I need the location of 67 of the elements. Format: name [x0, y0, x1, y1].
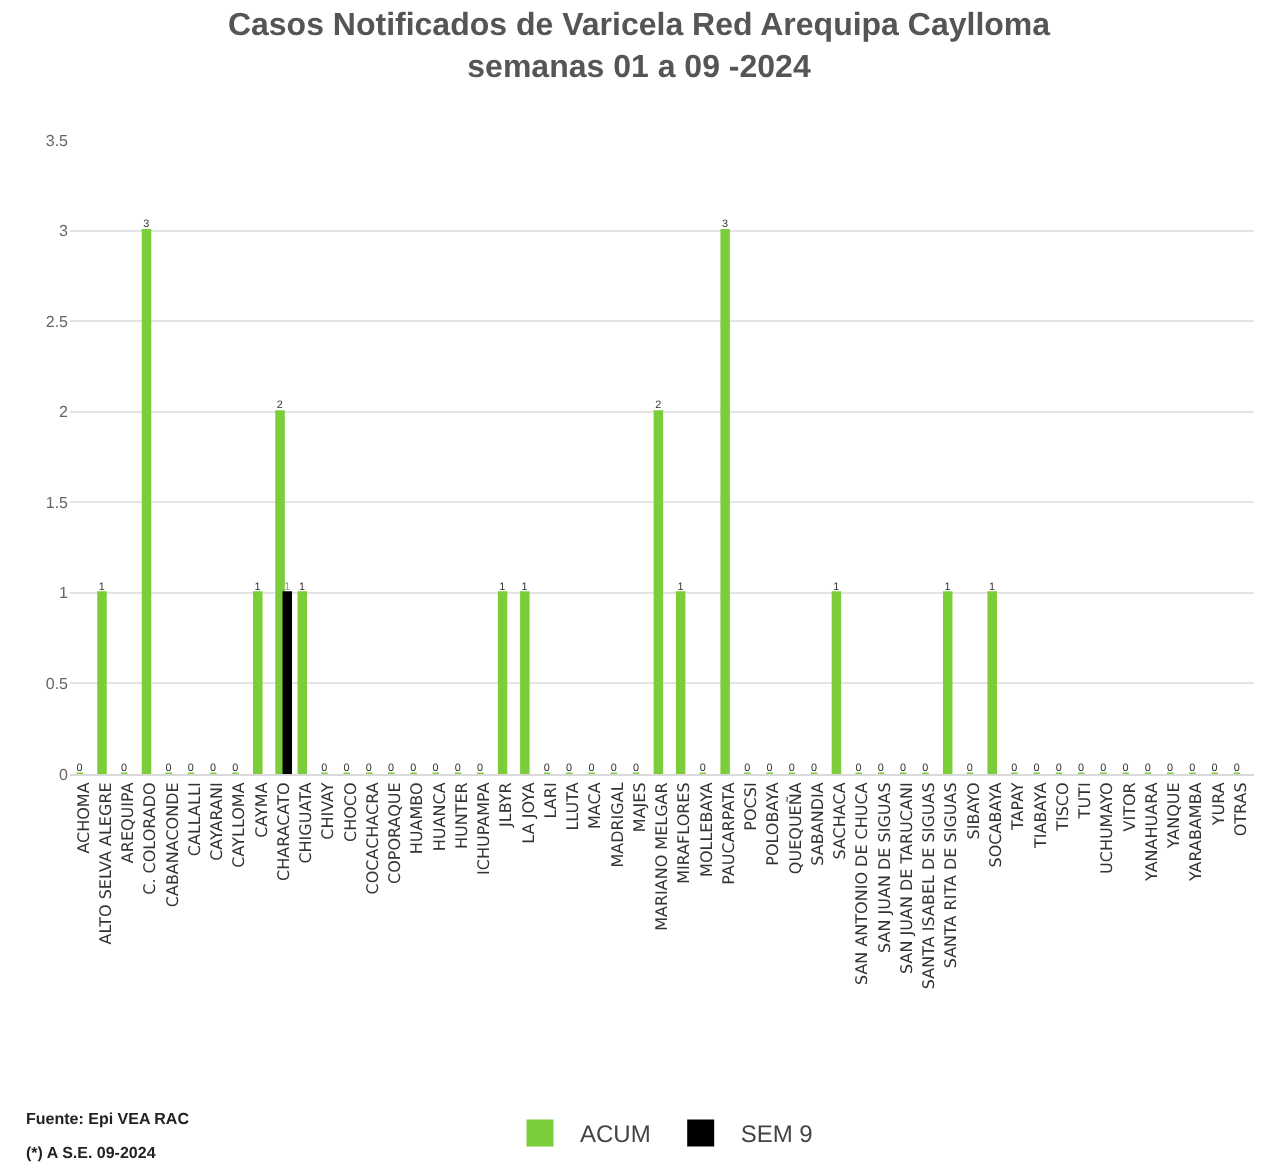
y-tick-label: 0.5 [45, 675, 70, 694]
x-tick-label: MIRAFLORES [675, 782, 694, 884]
x-tick-label: SAN JUAN DE TARUCANI [898, 782, 917, 974]
x-tick-label: PAUCARPATA [719, 781, 738, 885]
x-tick-label: MACA [586, 781, 605, 829]
x-tick-label: SANTA RITA DE SIGUAS [942, 782, 961, 969]
y-tick-label: 1 [59, 584, 70, 603]
y-tick-label: 3.5 [45, 131, 70, 150]
x-tick-label: UCHUMAYO [1098, 782, 1117, 875]
x-tick-label: CHIVAY [319, 782, 338, 840]
legend-label: SEM 9 [740, 1120, 814, 1149]
y-tick-label: 3 [59, 222, 70, 241]
x-tick-label: YANQUE [1165, 782, 1184, 851]
x-tick-label: LLUTA [564, 781, 583, 831]
x-tick-label: LA JOYA [519, 781, 538, 844]
chart-subtitle: semanas 01 a 09 -2024 [467, 50, 811, 85]
x-tick-label: TUTI [1076, 782, 1095, 821]
x-tick-label: HUANCA [430, 781, 449, 852]
x-tick-label: QUEQUEÑA [784, 781, 805, 875]
x-tick-label: CHOCO [341, 782, 360, 842]
x-tick-label: SAN ANTONIO DE CHUCA [853, 781, 872, 986]
y-tick-label: 2 [59, 403, 70, 422]
x-tick-label: SIBAYO [964, 782, 983, 840]
x-tick-label: CAYMA [252, 781, 271, 838]
y-tick-label: 0 [59, 765, 70, 784]
x-tick-label: CHARACATO [274, 782, 293, 881]
y-tick-label: 1.5 [45, 493, 70, 512]
x-tick-label: MAJES [630, 782, 649, 833]
y-tick-label: 2.5 [45, 312, 70, 331]
x-tick-label: ICHUPAMPA [475, 781, 494, 875]
x-tick-label: VITOR [1120, 781, 1139, 832]
x-tick-label: SAN JUAN DE SIGUAS [875, 782, 894, 953]
x-tick-label: SACHACA [831, 781, 850, 860]
x-tick-label: POCSI [742, 782, 761, 831]
x-tick-label: CAYLLOMA [230, 781, 249, 868]
x-tick-label: MADRIGAL [608, 781, 627, 868]
x-tick-label: OTRAS [1231, 782, 1250, 837]
x-tick-label: SABANDIA [808, 781, 827, 866]
x-tick-label: YANAHUARA [1142, 781, 1161, 883]
x-tick-label: AREQUIPA [119, 781, 138, 864]
x-tick-label: SANTA ISABEL DE SIGUAS [920, 782, 939, 990]
x-tick-label: CALLALLI [185, 782, 204, 857]
x-tick-label: COPORAQUE [386, 782, 405, 884]
x-tick-label: ALTO SELVA ALEGRE [96, 782, 115, 945]
x-tick-label: MARIANO MELGAR [653, 781, 672, 931]
x-tick-label: JLBYR [497, 781, 516, 830]
text: (*) A S.E. 09-2024 [26, 1144, 157, 1162]
x-tick-label: YARABAMBA [1187, 781, 1206, 883]
x-tick-label: HUNTER [452, 781, 471, 850]
x-tick-label: COCACHACRA [363, 781, 382, 895]
x-tick-label: YURA [1209, 781, 1228, 828]
legend-label: ACUM [580, 1120, 651, 1149]
x-tick-label: CABANACONDE [163, 782, 182, 908]
x-tick-label: CAYARANI [208, 782, 227, 861]
x-tick-label: POLOBAYA [764, 781, 783, 866]
source-note: Fuente: Epi VEA RAC [26, 1110, 190, 1128]
x-tick-label: TAPAY [1009, 782, 1028, 832]
x-tick-label: TIABAYA [1031, 781, 1050, 850]
x-tick-label: SOCABAYA [987, 781, 1006, 868]
x-tick-label: TISCO [1053, 782, 1072, 833]
x-tick-label: CHIGUATA [297, 781, 316, 864]
x-tick-label: C. COLORADO [141, 782, 160, 895]
chart-title: Casos Notificados de Varicela Red Arequipa Caylloma [227, 9, 1051, 44]
x-tick-label: LARI [541, 782, 560, 819]
x-tick-label: MOLLEBAYA [697, 781, 716, 877]
x-tick-label: HUAMBO [408, 782, 427, 855]
x-tick-label: ACHOMA [74, 781, 93, 854]
